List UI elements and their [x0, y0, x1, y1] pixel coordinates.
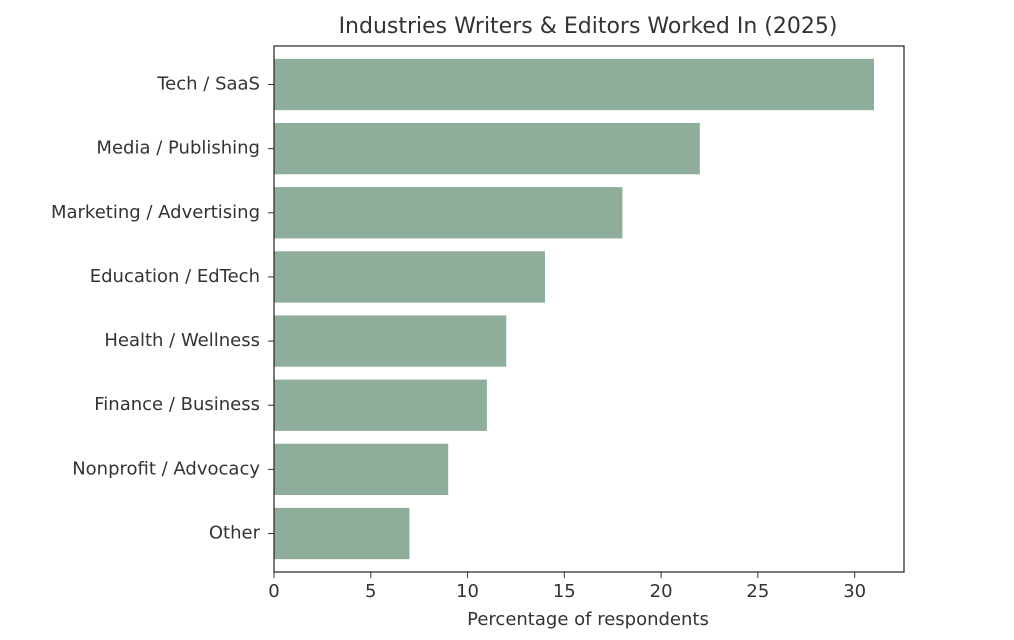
y-tick-label: Nonprofit / Advocacy	[72, 458, 260, 479]
bar	[274, 443, 449, 496]
bar	[274, 122, 700, 175]
bar	[274, 58, 874, 111]
bar	[274, 251, 545, 303]
y-tick-label: Health / Wellness	[104, 330, 260, 351]
y-tick-label: Education / EdTech	[90, 266, 260, 287]
bar	[274, 315, 507, 367]
y-tick-label: Media / Publishing	[96, 138, 260, 159]
chart-title: Industries Writers & Editors Worked In (…	[339, 14, 838, 39]
x-tick-label: 20	[650, 581, 673, 602]
x-tick-label: 0	[268, 581, 279, 602]
x-tick-label: 30	[843, 581, 866, 602]
x-tick-label: 25	[746, 581, 769, 602]
bar	[274, 379, 487, 431]
y-tick-label: Other	[209, 523, 261, 544]
bar	[274, 507, 410, 560]
y-tick-label: Marketing / Advertising	[51, 202, 260, 223]
x-tick-label: 5	[365, 581, 376, 602]
x-axis-label: Percentage of respondents	[467, 609, 709, 630]
y-tick-label: Finance / Business	[94, 394, 260, 415]
plot-frame	[273, 45, 905, 573]
x-tick-label: 10	[456, 581, 479, 602]
x-tick-label: 15	[553, 581, 576, 602]
y-tick-label: Tech / SaaS	[156, 73, 260, 94]
bar	[274, 187, 623, 239]
